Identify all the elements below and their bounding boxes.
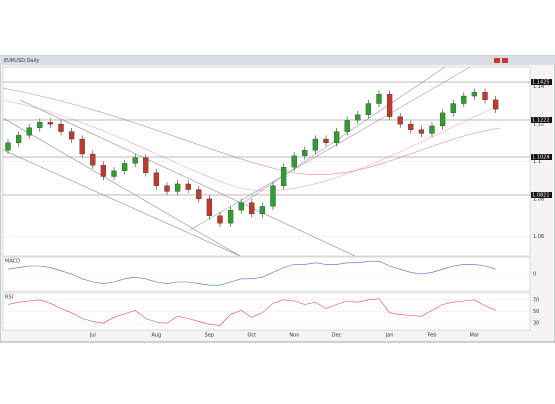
level-label: 1.1024 [532, 155, 550, 161]
channel-line [19, 99, 356, 257]
candle-body [429, 125, 435, 134]
candle-body [482, 92, 488, 100]
y-tick-label: 1.14 [533, 84, 544, 90]
candle-body [5, 142, 11, 151]
candle-body [185, 183, 191, 190]
channel-line [239, 66, 446, 206]
candle-body [471, 92, 478, 97]
y-tick-label: 1.08 [533, 196, 544, 202]
y-tick-label: 50 [533, 309, 539, 315]
x-tick-label: Jul [89, 333, 96, 339]
candle-body [100, 165, 107, 177]
channel-line [2, 117, 241, 257]
level-tag [531, 191, 552, 198]
toolbar-button[interactable] [494, 58, 500, 63]
candle-body [439, 112, 446, 127]
candle-body [143, 157, 149, 173]
candle-body [37, 122, 43, 128]
candle-body [376, 94, 382, 104]
candle-body [132, 157, 138, 164]
candle-body [174, 183, 181, 192]
x-tick-label: Jan [385, 333, 394, 339]
level-tag [531, 116, 552, 123]
candle-body [355, 114, 361, 121]
x-tick-label: Nov [289, 333, 299, 339]
y-tick-label: 70 [533, 297, 539, 303]
panel-title: RSI [5, 295, 13, 301]
candle-body [312, 138, 319, 151]
candle-body [90, 153, 96, 166]
candle-body [249, 202, 255, 215]
candle-body [153, 172, 160, 186]
level-tag [531, 79, 552, 86]
indicator-line [7, 298, 496, 326]
candle-body [121, 163, 128, 171]
panel-title: MACD [5, 259, 20, 265]
channels [2, 66, 501, 257]
candle-body [450, 103, 456, 114]
candle-body [164, 185, 170, 192]
candle-body [79, 138, 85, 155]
candle-body [418, 129, 425, 134]
window-title: EURUSD,Daily [4, 58, 39, 64]
candle-body [196, 189, 202, 200]
toolbar-button[interactable] [502, 58, 508, 63]
x-tick-label: Mar [470, 333, 480, 339]
moving-average [2, 87, 501, 175]
level-label: 1.1222 [532, 117, 550, 123]
candle-body [461, 95, 467, 104]
toolbar [0, 56, 555, 65]
x-tick-label: Oct [247, 333, 256, 339]
candle-body [333, 131, 340, 143]
y-tick-label: 30 [533, 321, 539, 327]
candle-body [227, 209, 234, 224]
candle-body [365, 103, 372, 115]
indicator-line [7, 260, 496, 286]
candle-body [270, 185, 276, 207]
candle-body [397, 116, 403, 125]
candle-body [26, 127, 32, 136]
candle-body [408, 123, 414, 130]
rsi-panel [2, 292, 531, 331]
level-label: 1.1425 [532, 80, 550, 86]
candle-body [291, 155, 297, 168]
candle-body [344, 120, 350, 132]
channel-line [189, 66, 471, 231]
candle-body [280, 166, 287, 186]
candle-body [58, 123, 64, 132]
candle-body [111, 170, 117, 177]
candle-body [492, 99, 499, 110]
candle-body [217, 215, 223, 224]
y-tick-label: 1.12 [533, 122, 544, 128]
x-tick-label: Aug [152, 333, 162, 339]
candle-body [386, 94, 393, 117]
channel-line [2, 149, 241, 257]
x-tick-label: Dec [332, 333, 342, 339]
candle-body [206, 198, 213, 216]
candle-body [259, 206, 266, 215]
y-tick-label: 1.06 [533, 234, 544, 240]
level-tag [531, 154, 552, 161]
candle-body [47, 122, 54, 125]
candle-body [238, 202, 244, 211]
y-tick-label: 1.1 [533, 159, 541, 165]
candle-body [15, 135, 22, 143]
y-tick-label: 0 [533, 272, 536, 278]
macd-panel [2, 256, 531, 292]
x-tick-label: Feb [428, 333, 437, 339]
x-tick-label: Sep [205, 333, 214, 339]
candle-body [302, 150, 308, 157]
candle-body [323, 138, 329, 143]
moving-average [2, 99, 501, 192]
level-label: 1.0821 [532, 192, 550, 198]
price-panel [2, 66, 531, 257]
candle-body [68, 131, 75, 140]
